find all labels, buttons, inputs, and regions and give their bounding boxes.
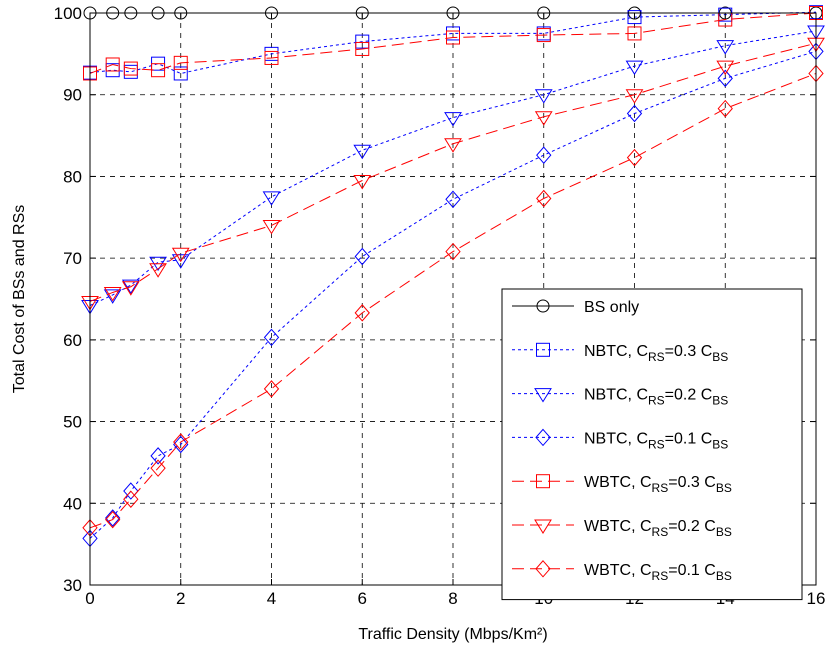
x-tick-label-3: 6 xyxy=(358,589,367,608)
data-point-3-9 xyxy=(626,104,643,123)
y-axis-label: Total Cost of BSs and RSs xyxy=(11,205,28,394)
data-point-3-7 xyxy=(445,190,461,209)
data-point-6-7 xyxy=(445,242,461,261)
data-point-5-1 xyxy=(103,286,122,302)
data-point-5-7 xyxy=(444,138,462,153)
y-tick-label-0: 30 xyxy=(63,576,82,595)
legend-label-0: BS only xyxy=(584,299,639,316)
legend-label-3: NBTC, CRS=0.1 CBS xyxy=(584,430,728,451)
data-point-6-4 xyxy=(173,433,189,451)
series-3 xyxy=(82,42,824,548)
data-point-5-5 xyxy=(262,219,281,235)
x-axis-label: Traffic Density (Mbps/Km²) xyxy=(358,626,547,643)
data-point-5-8 xyxy=(534,111,553,126)
data-point-1-6 xyxy=(355,34,370,49)
legend: BS only NBTC, CRS=0.3 CBS NBTC, CRS=0.2 CB… xyxy=(501,288,803,601)
y-tick-label-4: 70 xyxy=(63,249,82,268)
data-point-4-3 xyxy=(151,63,166,78)
data-point-3-5 xyxy=(263,328,280,347)
data-point-2-4 xyxy=(171,254,190,269)
series-line-4 xyxy=(89,12,817,74)
x-tick-label-4: 8 xyxy=(448,589,457,608)
legend-marker-1 xyxy=(536,342,550,357)
data-point-4-2 xyxy=(123,61,138,76)
legend-marker-6 xyxy=(535,560,551,578)
y-tick-label-1: 40 xyxy=(63,494,82,513)
data-point-6-8 xyxy=(536,189,552,208)
legend-label-2: NBTC, CRS=0.2 CBS xyxy=(584,387,728,408)
series-line-2 xyxy=(89,30,817,306)
legend-label-5: WBTC, CRS=0.2 CBS xyxy=(584,518,732,539)
data-point-5-2 xyxy=(121,281,140,296)
legend-item-0: BS only xyxy=(512,299,639,316)
y-tick-label-2: 50 xyxy=(63,413,82,432)
data-point-2-7 xyxy=(444,112,462,127)
data-point-3-4 xyxy=(173,435,189,454)
y-tick-label-6: 90 xyxy=(63,86,82,105)
grid xyxy=(90,13,816,585)
data-point-6-1 xyxy=(105,510,121,529)
legend-marker-0 xyxy=(536,299,550,313)
data-point-5-9 xyxy=(625,89,644,104)
data-point-1-4 xyxy=(173,66,188,81)
data-point-2-8 xyxy=(534,89,553,104)
data-point-2-6 xyxy=(353,144,372,160)
data-point-4-7 xyxy=(446,30,460,45)
data-point-5-3 xyxy=(149,263,167,278)
data-point-4-9 xyxy=(627,26,642,41)
series-line-6 xyxy=(89,73,817,529)
series-line-1 xyxy=(89,11,817,74)
data-point-4-1 xyxy=(105,57,120,72)
data-point-6-6 xyxy=(354,304,370,322)
y-tick-label-7: 100 xyxy=(54,4,82,23)
data-point-4-5 xyxy=(264,50,279,65)
legend-marker-2 xyxy=(534,388,552,403)
data-point-2-10 xyxy=(716,40,735,55)
legend-marker-5 xyxy=(534,519,552,534)
data-point-2-1 xyxy=(103,289,122,304)
x-tick-label-1: 2 xyxy=(176,589,185,608)
x-tick-label-0: 0 xyxy=(85,589,94,608)
x-tick-label-2: 4 xyxy=(267,589,276,608)
data-point-6-3 xyxy=(150,459,166,477)
legend-marker-4 xyxy=(536,474,550,489)
data-point-5-6 xyxy=(353,175,372,190)
legend-item-4: WBTC, CRS=0.3 CBS xyxy=(512,474,732,495)
data-point-4-8 xyxy=(536,28,551,43)
data-point-6-9 xyxy=(626,148,643,167)
data-point-5-4 xyxy=(171,247,190,263)
legend-label-4: WBTC, CRS=0.3 CBS xyxy=(584,474,732,495)
data-point-1-9 xyxy=(627,10,642,25)
data-point-6-10 xyxy=(717,99,733,118)
data-point-2-9 xyxy=(625,60,644,76)
series-line-5 xyxy=(89,42,817,302)
data-point-3-6 xyxy=(354,247,370,266)
data-point-6-5 xyxy=(263,380,280,398)
legend-marker-3 xyxy=(535,428,551,447)
data-point-3-8 xyxy=(536,146,552,164)
legend-item-1: NBTC, CRS=0.3 CBS xyxy=(512,342,728,364)
y-tick-label-5: 80 xyxy=(63,167,82,186)
data-point-4-6 xyxy=(355,41,370,56)
data-point-6-2 xyxy=(123,490,139,508)
data-point-2-5 xyxy=(262,191,281,206)
legend-item-6: WBTC, CRS=0.1 CBS xyxy=(512,560,732,583)
data-point-3-3 xyxy=(150,447,166,465)
legend-box xyxy=(501,288,803,601)
legend-label-6: WBTC, CRS=0.1 CBS xyxy=(584,562,732,583)
legend-item-5: WBTC, CRS=0.2 CBS xyxy=(512,518,732,539)
y-tick-label-3: 60 xyxy=(63,331,82,350)
data-point-3-10 xyxy=(717,69,733,88)
legend-item-2: NBTC, CRS=0.2 CBS xyxy=(512,387,728,408)
legend-label-1: NBTC, CRS=0.3 CBS xyxy=(584,343,728,364)
legend-item-3: NBTC, CRS=0.1 CBS xyxy=(512,428,728,451)
data-point-4-4 xyxy=(173,55,188,70)
data-point-3-1 xyxy=(105,509,121,527)
x-tick-label-8: 16 xyxy=(807,589,826,608)
data-point-3-2 xyxy=(123,482,139,500)
data-point-2-2 xyxy=(121,279,140,295)
data-point-5-10 xyxy=(716,60,735,76)
